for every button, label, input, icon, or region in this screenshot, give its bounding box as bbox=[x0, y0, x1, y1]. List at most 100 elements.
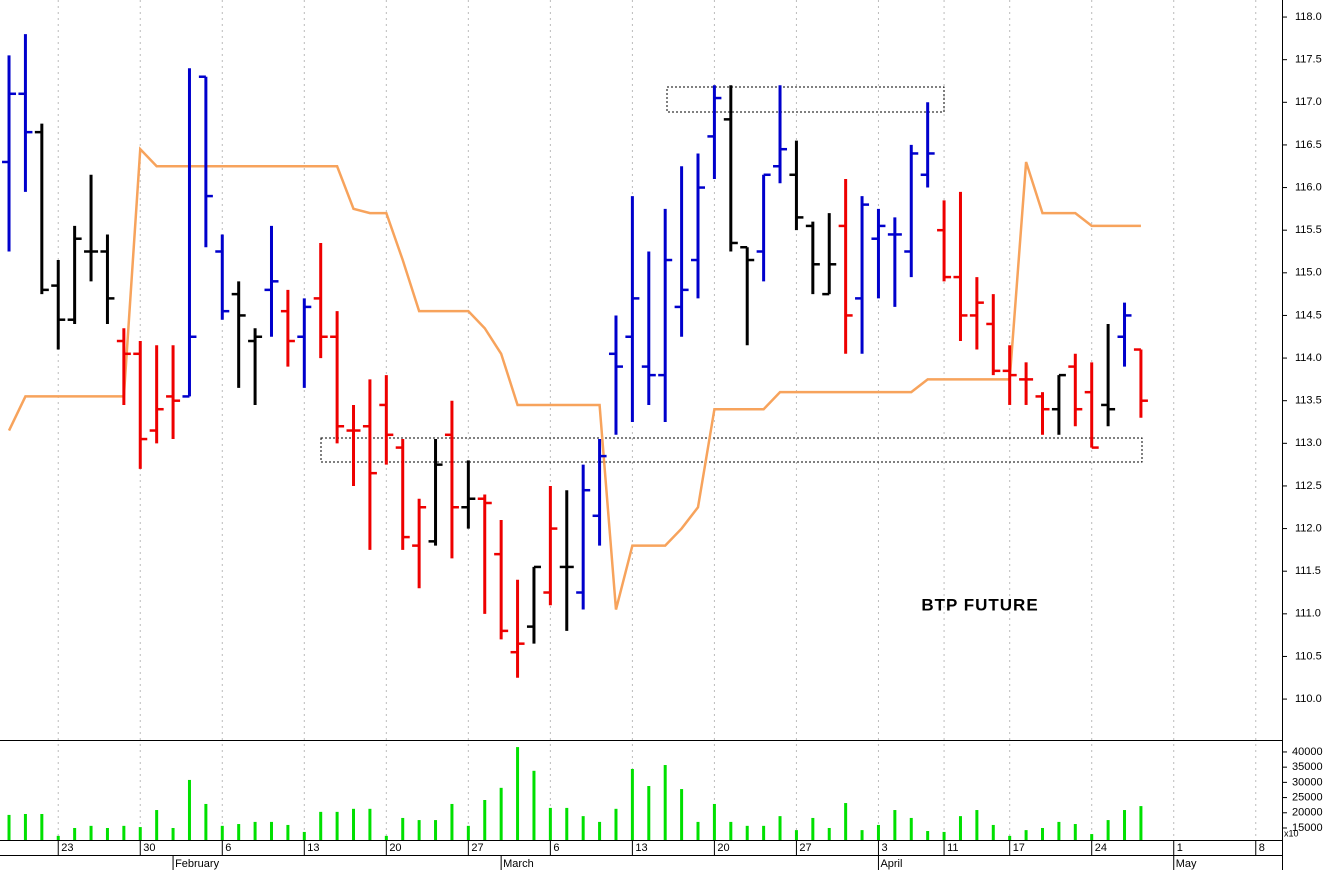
volume-bar bbox=[598, 821, 602, 840]
x-tick-label: 1 bbox=[1177, 842, 1183, 854]
y-tick-label: 116.0 bbox=[1295, 181, 1322, 193]
ohlc-bar bbox=[1117, 302, 1132, 367]
ohlc-bar bbox=[264, 225, 279, 337]
y-tick-label: 110.0 bbox=[1295, 693, 1322, 705]
ohlc-bar bbox=[937, 200, 952, 282]
ohlc-bar bbox=[953, 191, 968, 342]
y-tick-label: 114.5 bbox=[1295, 309, 1322, 321]
volume-bar bbox=[171, 827, 175, 840]
y-tick-label: 116.5 bbox=[1295, 139, 1322, 151]
ohlc-bar bbox=[1051, 373, 1066, 435]
volume-bar bbox=[434, 820, 438, 840]
volume-bar bbox=[499, 787, 503, 840]
ohlc-bar bbox=[641, 251, 656, 405]
volume-bar bbox=[1123, 810, 1127, 840]
volume-bar bbox=[778, 816, 782, 840]
y-tick-label: 25000 bbox=[1292, 791, 1323, 803]
x-tick-label: 3 bbox=[881, 842, 887, 854]
ohlc-bar bbox=[576, 464, 591, 610]
x-tick-label: 17 bbox=[1013, 842, 1025, 854]
ohlc-bar bbox=[461, 460, 476, 529]
volume-bar bbox=[466, 825, 470, 840]
volume-bar bbox=[220, 825, 224, 840]
volume-bar bbox=[729, 821, 733, 840]
y-tick-label: 40000 bbox=[1292, 746, 1323, 758]
y-tick-label: 20000 bbox=[1292, 807, 1323, 819]
y-tick-label: 113.0 bbox=[1295, 437, 1322, 449]
volume-bar bbox=[1008, 835, 1012, 840]
y-tick-label: 111.5 bbox=[1295, 565, 1321, 577]
ohlc-bar bbox=[526, 565, 541, 644]
volume-bar bbox=[253, 821, 257, 840]
x-tick-label: 27 bbox=[799, 842, 811, 854]
x-tick-label: 27 bbox=[471, 842, 483, 854]
volume-bar bbox=[745, 825, 749, 840]
ohlc-bar bbox=[215, 234, 230, 320]
volume-bar bbox=[647, 786, 651, 840]
volume-bar bbox=[1090, 834, 1094, 840]
x-tick-label: 24 bbox=[1095, 842, 1107, 854]
volume-bar bbox=[942, 831, 946, 840]
volume-bar bbox=[958, 816, 962, 840]
ohlc-bar bbox=[182, 68, 197, 398]
y-tick-label: 118.0 bbox=[1295, 11, 1322, 23]
ohlc-bar bbox=[1035, 392, 1050, 435]
volume-bar bbox=[680, 789, 684, 840]
ohlc-bar bbox=[920, 102, 935, 188]
volume-bar bbox=[696, 821, 700, 840]
ohlc-bar bbox=[1019, 362, 1034, 405]
x-tick-label: 8 bbox=[1259, 842, 1265, 854]
stop-line bbox=[7, 146, 1141, 610]
ohlc-bar bbox=[379, 375, 394, 465]
volume-bar bbox=[204, 803, 208, 840]
ohlc-bar bbox=[494, 520, 509, 640]
ohlc-bar bbox=[2, 55, 17, 252]
ohlc-bar bbox=[707, 85, 722, 180]
ohlc-bar bbox=[723, 85, 738, 252]
ohlc-bar bbox=[1068, 353, 1083, 427]
volume-bar bbox=[384, 835, 388, 840]
ohlc-bar bbox=[18, 34, 33, 192]
y-tick-label: 30000 bbox=[1292, 776, 1323, 788]
volume-bar bbox=[844, 803, 848, 840]
volume-bar bbox=[614, 808, 618, 840]
volume-bar bbox=[450, 803, 454, 840]
ohlc-bar bbox=[658, 208, 673, 423]
volume-bar bbox=[926, 831, 930, 840]
volume-bar bbox=[23, 813, 27, 840]
ohlc-bar bbox=[773, 85, 788, 184]
volume-bar bbox=[1106, 820, 1110, 840]
volume-bar bbox=[302, 831, 306, 840]
ohlc-bar bbox=[116, 328, 131, 405]
ohlc-bar bbox=[969, 277, 984, 350]
volume-bar bbox=[1073, 824, 1077, 840]
volume-bar bbox=[712, 803, 716, 840]
volume-bar bbox=[237, 824, 241, 840]
annotation: BTP FUTURE bbox=[921, 595, 1038, 614]
annotation-box bbox=[320, 437, 1143, 463]
volume-bar bbox=[401, 817, 405, 840]
volume-bar bbox=[1057, 821, 1061, 840]
volume-bar bbox=[105, 827, 109, 840]
ohlc-bar bbox=[84, 174, 99, 282]
volume-bar bbox=[122, 825, 126, 840]
x-tick-label: 13 bbox=[635, 842, 647, 854]
volume-bar bbox=[532, 770, 536, 840]
y-tick-label: 114.0 bbox=[1295, 352, 1322, 364]
ohlc-bar bbox=[133, 341, 148, 469]
ohlc-bar bbox=[592, 439, 607, 546]
ohlc-bar bbox=[362, 379, 377, 550]
month-label: February bbox=[175, 858, 220, 870]
ohlc-bar bbox=[313, 242, 328, 359]
volume-bar bbox=[368, 808, 372, 840]
volume-bar bbox=[56, 835, 60, 840]
volume-bar bbox=[1139, 806, 1143, 840]
ohlc-bar bbox=[887, 217, 902, 307]
y-tick-label: 110.5 bbox=[1295, 650, 1322, 662]
y-tick-label: 35000 bbox=[1292, 761, 1323, 773]
ohlc-bar bbox=[822, 213, 837, 296]
ohlc-bar bbox=[198, 75, 213, 248]
volume-bar bbox=[663, 765, 667, 840]
